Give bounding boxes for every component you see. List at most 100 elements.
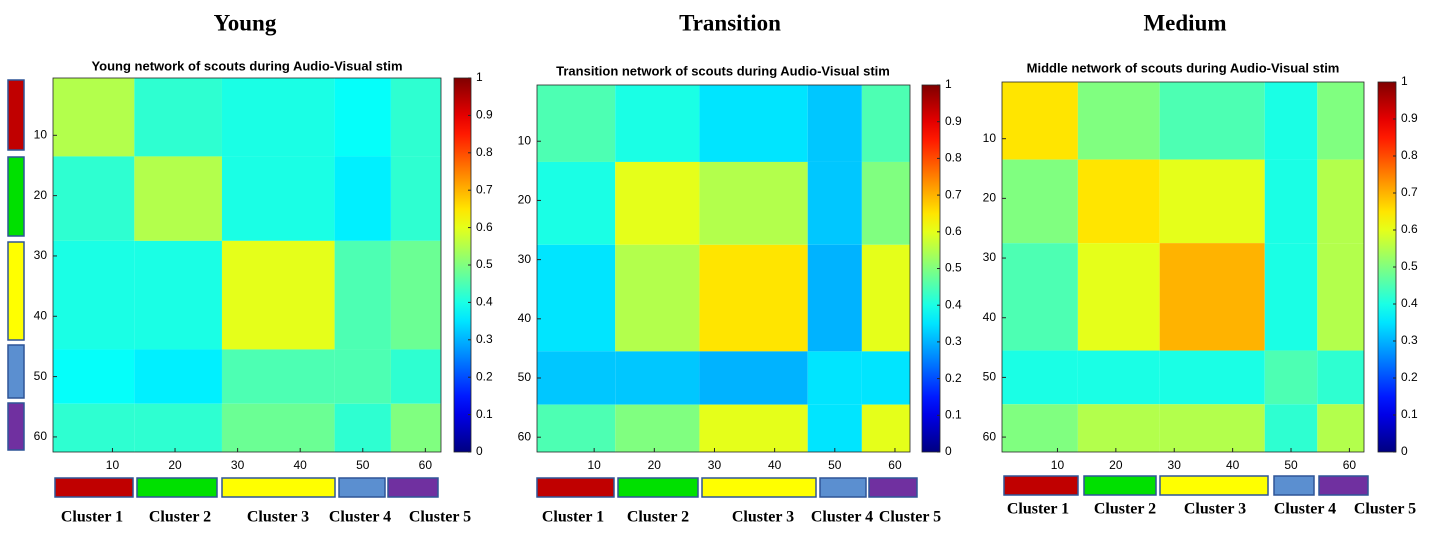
cluster-bar [617, 477, 699, 498]
colorbar-tick-label: 0.9 [945, 114, 962, 128]
heatmap-cell [1264, 404, 1318, 452]
heatmap-cell [615, 244, 700, 352]
colorbar-tick-label: 0.8 [476, 145, 493, 159]
heatmap-cell [699, 404, 808, 452]
colorbar-tick-label: 1 [945, 77, 952, 91]
y-tick-label: 10 [34, 127, 48, 141]
colorbar-tick-label: 0.2 [1401, 370, 1418, 384]
colorbar-tick-label: 0.1 [476, 407, 493, 421]
heatmap-cell [1159, 404, 1265, 452]
y-tick-label: 40 [983, 310, 997, 324]
heatmap-cell [861, 244, 910, 352]
plot-title: Middle network of scouts during Audio-Vi… [1027, 60, 1340, 75]
heatmap-cell [390, 156, 441, 241]
heatmap-cell [1159, 243, 1265, 351]
colorbar-tick-label: 0.8 [945, 151, 962, 165]
x-tick-label: 60 [1343, 458, 1357, 472]
cluster-bar [868, 477, 918, 498]
heatmap-cell [537, 161, 616, 245]
heatmap-cell [861, 85, 910, 162]
heatmap-cell [615, 85, 700, 162]
heatmap-cell [1264, 82, 1318, 160]
cluster-label: Cluster 5 [409, 509, 471, 526]
heading: Medium [1143, 10, 1226, 35]
y-tick-label: 20 [518, 193, 532, 207]
x-tick-label: 30 [1168, 458, 1182, 472]
y-tick-label: 10 [983, 131, 997, 145]
colorbar-tick-label: 0.6 [476, 220, 493, 234]
cluster-bar [387, 477, 439, 498]
cluster-label: Cluster 3 [732, 509, 794, 526]
heatmap-cell [861, 161, 910, 245]
y-tick-label: 30 [983, 250, 997, 264]
x-tick-label: 50 [356, 458, 370, 472]
heatmap-cell [1159, 82, 1265, 160]
x-tick-label: 50 [1284, 458, 1298, 472]
heatmap-cell [1002, 243, 1078, 351]
colorbar-tick-label: 0.4 [476, 295, 493, 309]
cluster-bar [221, 477, 336, 498]
x-tick-label: 20 [1109, 458, 1123, 472]
heatmap-cell [807, 161, 862, 245]
cluster-label: Cluster 3 [1184, 501, 1246, 518]
cluster-bar-vertical [7, 344, 25, 399]
heatmap-cell [134, 156, 222, 241]
heatmap-cell [699, 161, 808, 245]
heatmap-cell [537, 404, 616, 452]
axes-frame [1001, 81, 1365, 453]
colorbar-tick-label: 0.8 [1401, 148, 1418, 162]
colorbar-tick-label: 0.7 [476, 182, 493, 196]
cluster-bar [536, 477, 615, 498]
colorbar-tick-label: 0.3 [945, 334, 962, 348]
colorbar-tick-label: 0.5 [1401, 259, 1418, 273]
colorbar-tick-label: 0.1 [1401, 407, 1418, 421]
colorbar-tick-label: 1 [1401, 74, 1408, 88]
colorbar-tick-label: 0.9 [1401, 111, 1418, 125]
heatmap-cell [134, 240, 222, 350]
colorbar-tick-label: 0.3 [476, 332, 493, 346]
plot-title: Young network of scouts during Audio-Vis… [91, 58, 402, 73]
heatmap-cell [861, 404, 910, 452]
heatmap-cell [537, 351, 616, 405]
x-tick-label: 30 [708, 458, 722, 472]
x-tick-label: 60 [419, 458, 433, 472]
heatmap-cell [1002, 159, 1078, 244]
colorbar-tick-label: 0.5 [476, 257, 493, 271]
heatmap-cell [390, 349, 441, 404]
y-tick-label: 50 [983, 370, 997, 384]
cluster-bar-vertical [7, 156, 25, 237]
heatmap-cell [1002, 82, 1078, 160]
cluster-label: Cluster 2 [1094, 501, 1156, 518]
cluster-label: Cluster 1 [61, 509, 123, 526]
heatmap-cell [1264, 159, 1318, 244]
heatmap-cell [1077, 82, 1160, 160]
colorbar-tick-label: 0.2 [945, 371, 962, 385]
heatmap-cell [390, 240, 441, 350]
cluster-bar [338, 477, 386, 498]
heatmap-cell [334, 403, 391, 452]
heatmap-cell [134, 78, 222, 157]
y-tick-label: 30 [518, 252, 532, 266]
heatmap-cell [615, 351, 700, 405]
heatmap-cell [807, 85, 862, 162]
x-tick-label: 10 [1051, 458, 1065, 472]
colorbar-tick-label: 0 [476, 444, 483, 458]
heatmap-cell [334, 240, 391, 350]
heatmap-cell [221, 156, 335, 241]
x-tick-label: 40 [768, 458, 782, 472]
x-tick-label: 30 [231, 458, 245, 472]
heatmap-cell [221, 240, 335, 350]
heatmap-cell [1159, 159, 1265, 244]
heatmap-cell [1264, 243, 1318, 351]
colorbar-tick-label: 0.4 [1401, 296, 1418, 310]
heatmap-cell [134, 403, 222, 452]
y-tick-label: 60 [34, 429, 48, 443]
heatmap-cell [699, 85, 808, 162]
y-tick-label: 30 [34, 248, 48, 262]
cluster-label: Cluster 5 [1354, 501, 1416, 518]
heatmap-cell [221, 78, 335, 157]
colorbar-tick-label: 0.6 [945, 224, 962, 238]
y-tick-label: 60 [518, 429, 532, 443]
y-tick-label: 50 [34, 369, 48, 383]
